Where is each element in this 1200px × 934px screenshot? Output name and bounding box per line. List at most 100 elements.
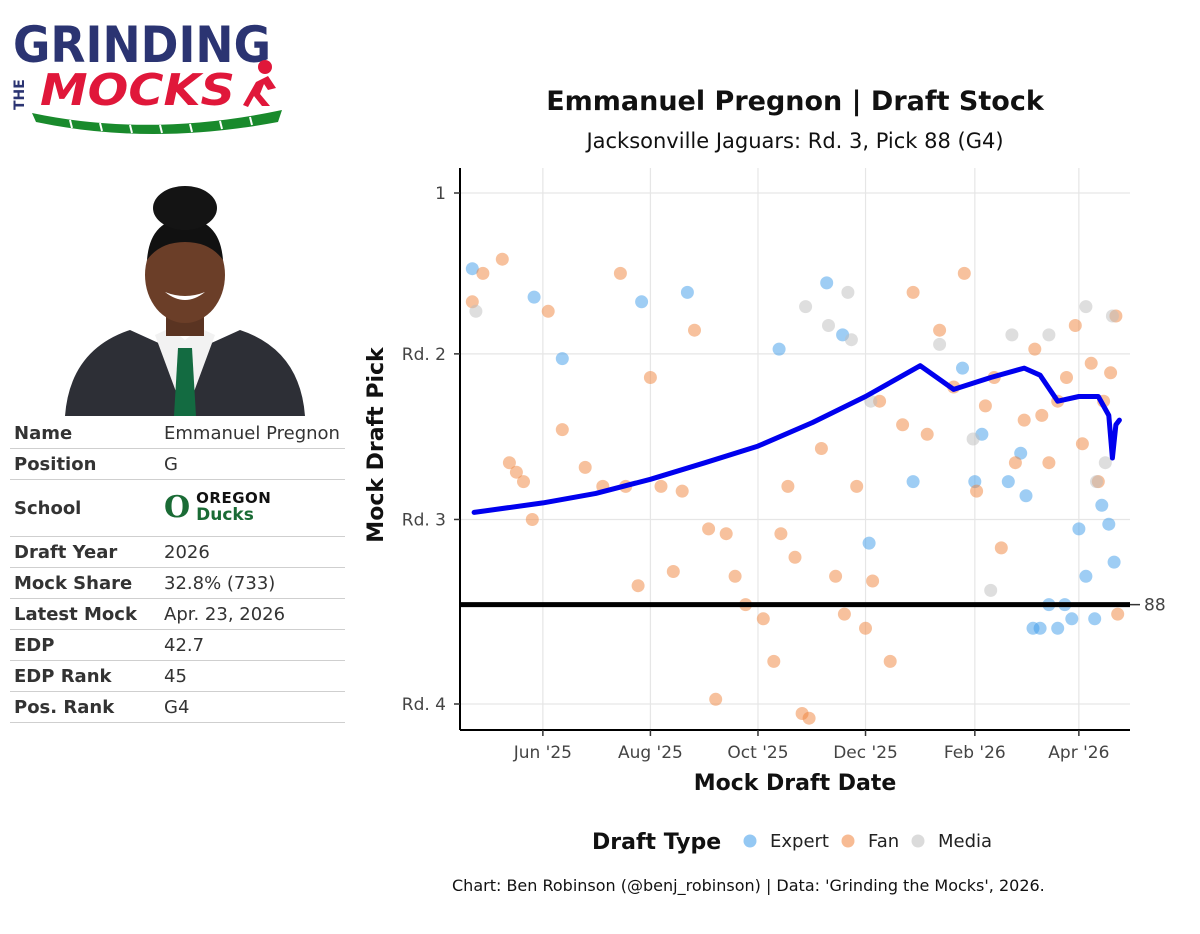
- point-fan: [774, 527, 788, 541]
- x-tick-label: Aug '25: [618, 743, 683, 763]
- point-fan: [1042, 456, 1056, 470]
- point-fan: [850, 479, 864, 493]
- point-expert: [1079, 569, 1093, 583]
- point-fan: [866, 574, 880, 588]
- info-label: Pos. Rank: [10, 691, 160, 723]
- school-name-line1: OREGON: [196, 489, 272, 508]
- chart-title: Emmanuel Pregnon | Draft Stock: [546, 86, 1045, 117]
- x-tick-label: Oct '25: [727, 743, 788, 763]
- point-fan: [495, 252, 509, 266]
- point-fan: [654, 479, 668, 493]
- point-media: [841, 285, 855, 299]
- point-fan: [1060, 371, 1073, 384]
- y-tick-label: Rd. 3: [402, 510, 446, 530]
- point-fan: [502, 456, 516, 470]
- x-tick-label: Dec '25: [833, 743, 898, 763]
- x-tick-label: Jun '25: [513, 743, 572, 763]
- legend: Draft Type Expert Fan Media: [592, 830, 992, 855]
- point-fan: [728, 569, 742, 583]
- point-expert: [465, 262, 479, 276]
- point-fan: [509, 465, 523, 479]
- legend-swatch-fan: [841, 834, 855, 848]
- info-row-draft-year: Draft Year 2026: [10, 536, 345, 568]
- info-label: Name: [10, 418, 160, 449]
- info-value: Apr. 23, 2026: [160, 598, 345, 630]
- info-label: Mock Share: [10, 567, 160, 599]
- plot-background: [460, 168, 1130, 730]
- info-row-pos-rank: Pos. Rank G4: [10, 691, 345, 723]
- point-media: [799, 300, 813, 314]
- oregon-o-icon: O: [164, 490, 191, 525]
- point-media: [966, 432, 980, 446]
- point-fan: [1084, 356, 1098, 370]
- point-fan: [767, 654, 781, 668]
- point-fan: [802, 711, 816, 725]
- info-value: Emmanuel Pregnon: [160, 418, 345, 449]
- info-row-name: Name Emmanuel Pregnon: [10, 418, 345, 449]
- info-label: Draft Year: [10, 536, 160, 568]
- info-value: 32.8% (733): [160, 567, 345, 599]
- point-media: [844, 333, 858, 347]
- point-fan: [517, 475, 530, 489]
- point-fan: [643, 371, 657, 384]
- point-expert: [906, 475, 920, 489]
- point-fan: [781, 479, 795, 493]
- info-row-edp-rank: EDP Rank 45: [10, 660, 345, 692]
- x-tick-label: Apr '26: [1048, 743, 1109, 763]
- info-row-latest-mock: Latest Mock Apr. 23, 2026: [10, 598, 345, 630]
- point-fan: [1035, 408, 1049, 422]
- point-fan: [896, 418, 910, 432]
- info-value: G4: [160, 691, 345, 723]
- point-media: [822, 319, 835, 332]
- point-fan: [970, 484, 984, 498]
- point-expert: [862, 536, 876, 550]
- info-label: Position: [10, 448, 160, 480]
- point-fan: [978, 399, 992, 413]
- point-fan: [837, 607, 851, 621]
- point-fan: [883, 654, 897, 668]
- point-fan: [709, 692, 723, 706]
- info-row-edp: EDP 42.7: [10, 629, 345, 661]
- point-media: [1005, 328, 1019, 342]
- point-media: [1090, 475, 1103, 489]
- point-fan: [756, 612, 770, 626]
- point-expert: [1107, 555, 1121, 569]
- point-fan: [525, 513, 539, 526]
- grinding-the-mocks-logo: GRINDING THE MOCKS: [12, 16, 282, 134]
- point-expert: [1072, 522, 1086, 536]
- point-fan: [1017, 413, 1031, 427]
- point-media: [1098, 456, 1112, 470]
- point-fan: [578, 460, 592, 474]
- logo-line-grinding: GRINDING: [13, 16, 271, 74]
- point-expert: [680, 285, 694, 299]
- point-fan: [613, 266, 627, 280]
- chart-axes: Jun '25 Aug '25 Oct '25 Dec '25 Feb '26 Apr '…: [402, 168, 1166, 763]
- y-tick-label: Rd. 2: [402, 345, 446, 365]
- draft-stock-chart: Emmanuel Pregnon | Draft Stock Jacksonvi…: [364, 86, 1166, 855]
- point-fan: [631, 579, 645, 593]
- point-media: [1105, 309, 1119, 323]
- point-fan: [906, 285, 920, 299]
- x-tick-label: Feb '26: [944, 743, 1006, 763]
- point-expert: [1095, 498, 1109, 512]
- point-fan: [957, 266, 971, 280]
- field-lines-icon: [69, 116, 253, 134]
- point-expert: [820, 276, 834, 290]
- point-fan: [859, 621, 872, 635]
- legend-label-fan: Fan: [868, 831, 899, 852]
- point-media: [1042, 328, 1056, 342]
- point-expert: [1102, 517, 1116, 531]
- info-value: G: [160, 448, 345, 480]
- point-fan: [476, 266, 490, 280]
- info-value: 45: [160, 660, 345, 692]
- point-fan: [933, 323, 947, 337]
- info-label: EDP Rank: [10, 660, 160, 692]
- point-expert: [1019, 489, 1033, 503]
- point-fan: [666, 565, 680, 578]
- point-expert: [555, 352, 569, 366]
- point-expert: [1033, 621, 1047, 635]
- legend-swatch-media: [911, 834, 925, 848]
- field-swoosh-icon: [32, 110, 282, 134]
- chart-grid: [460, 168, 1130, 730]
- point-fan: [1111, 607, 1125, 621]
